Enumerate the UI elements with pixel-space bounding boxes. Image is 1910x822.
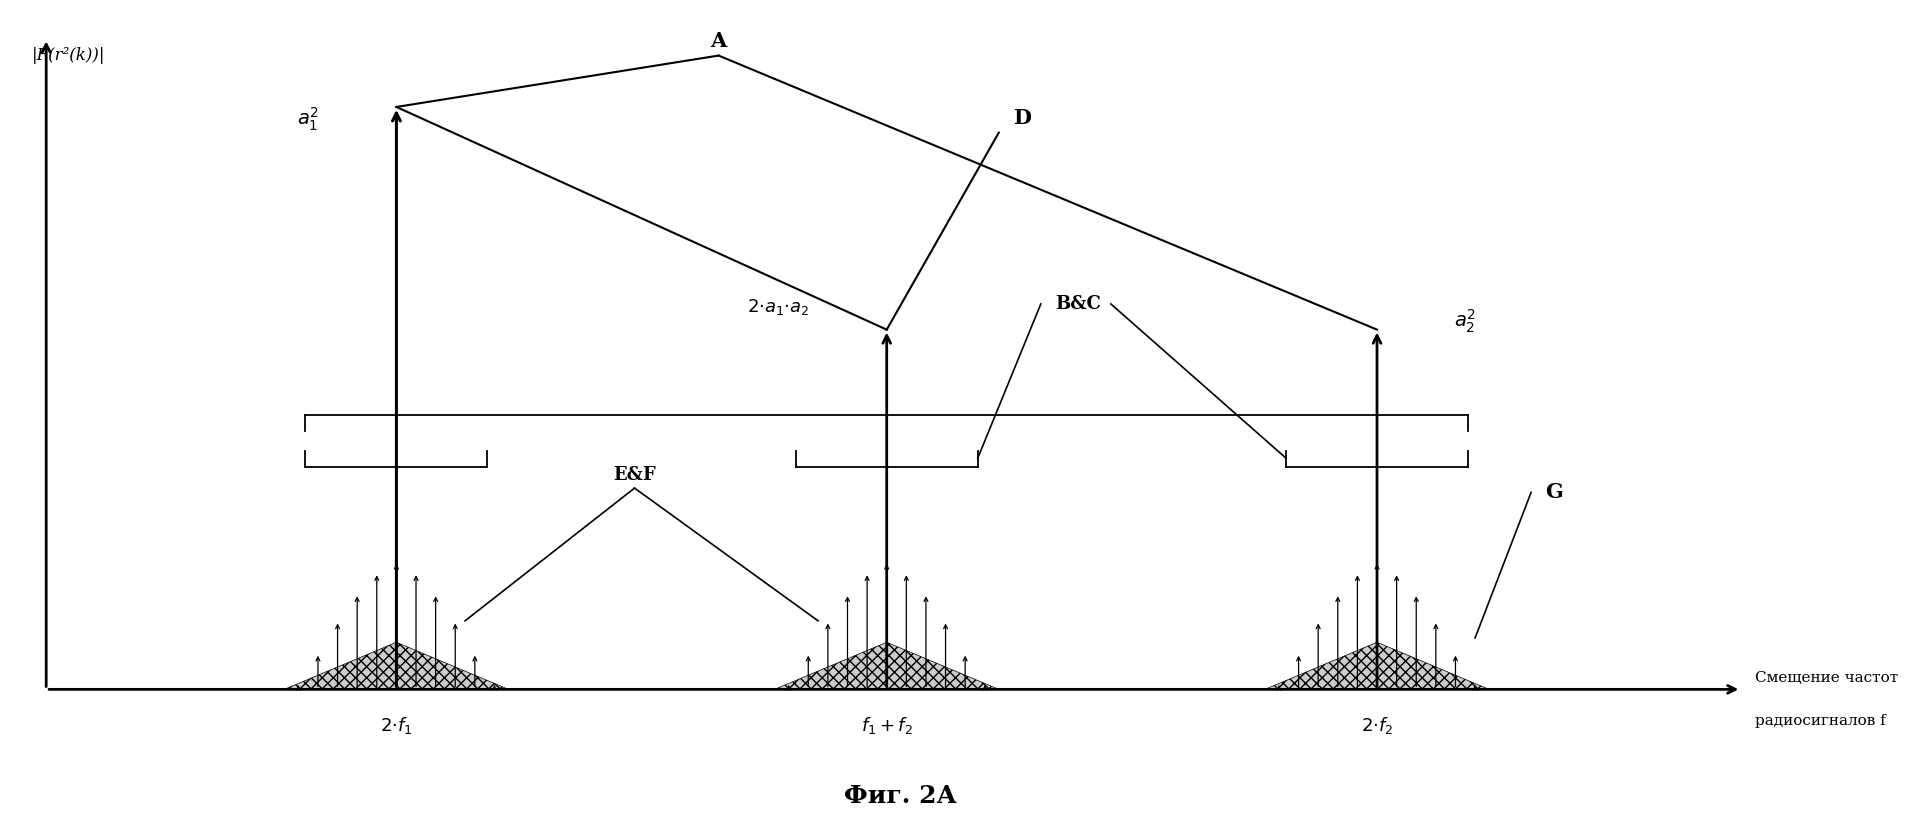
Text: радиосигналов f: радиосигналов f: [1755, 713, 1885, 728]
Text: Смещение частот: Смещение частот: [1755, 671, 1899, 685]
Text: $2{\cdot}f_2$: $2{\cdot}f_2$: [1362, 715, 1392, 736]
Text: |F(r²(k))|: |F(r²(k))|: [32, 47, 105, 64]
Text: B&C: B&C: [1054, 295, 1100, 313]
Text: $f_1+f_2$: $f_1+f_2$: [861, 715, 913, 736]
Text: $a_1^2$: $a_1^2$: [298, 106, 319, 133]
Text: $a_2^2$: $a_2^2$: [1454, 307, 1476, 335]
Text: Фиг. 2А: Фиг. 2А: [844, 783, 957, 807]
Text: $2{\cdot}a_1{\cdot}a_2$: $2{\cdot}a_1{\cdot}a_2$: [747, 297, 810, 316]
Text: E&F: E&F: [613, 466, 655, 484]
Text: D: D: [1012, 109, 1031, 128]
Text: A: A: [711, 31, 726, 51]
Text: G: G: [1545, 483, 1562, 502]
Text: $2{\cdot}f_1$: $2{\cdot}f_1$: [380, 715, 413, 736]
